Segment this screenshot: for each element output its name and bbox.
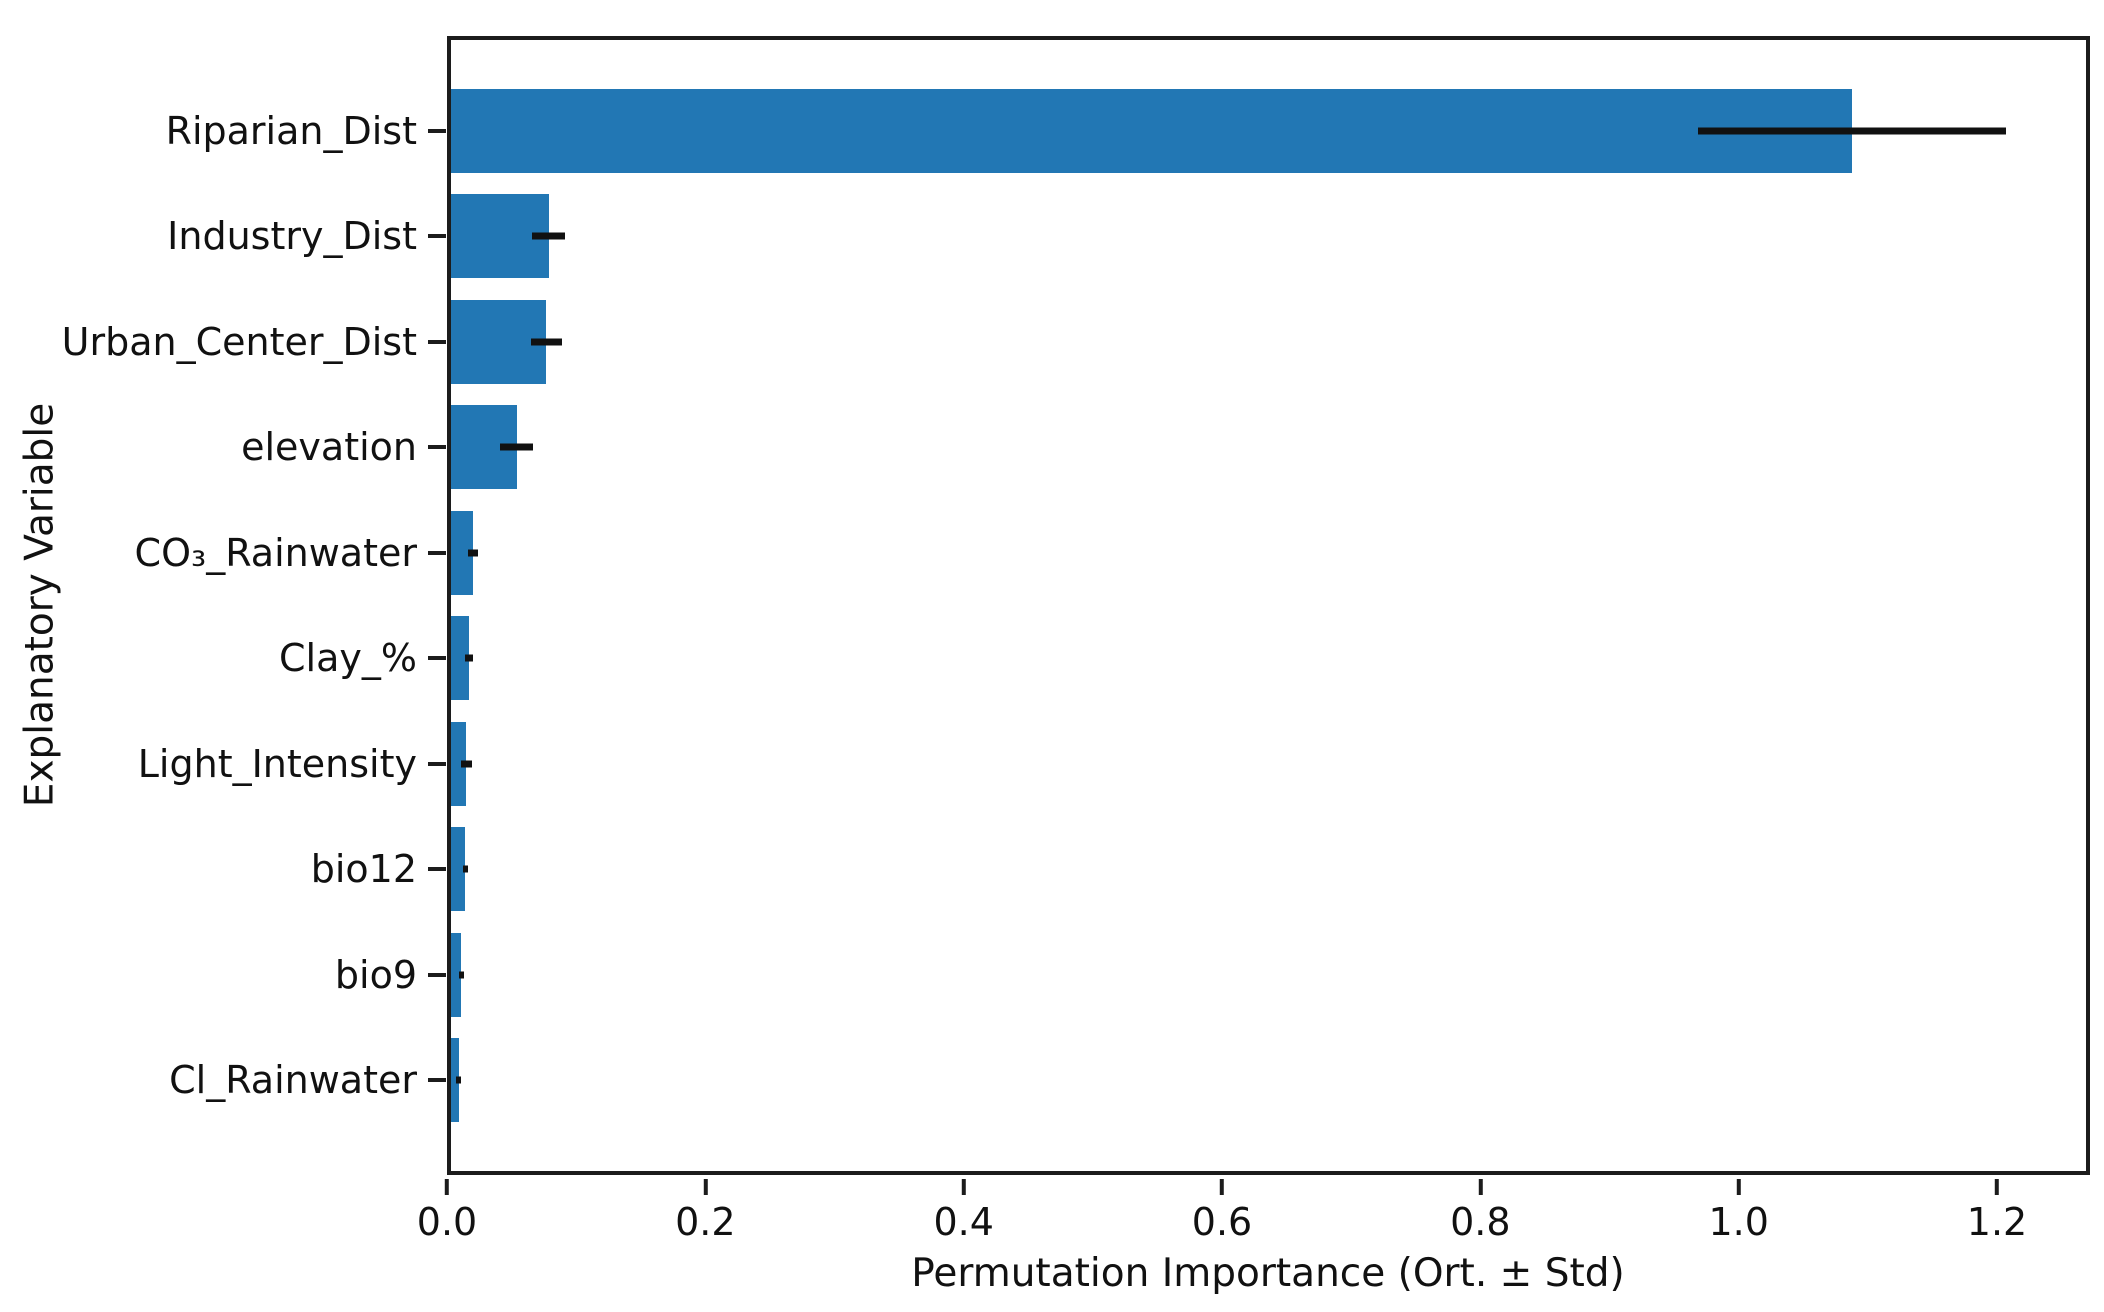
x-tick-label: 0.8 bbox=[1450, 1200, 1511, 1244]
x-tick-label: 0.4 bbox=[933, 1200, 994, 1244]
bar-row: Cl_Rainwater bbox=[169, 1028, 2086, 1134]
error-bar bbox=[461, 760, 472, 768]
x-tick-mark bbox=[703, 1179, 708, 1195]
category-label: elevation bbox=[241, 425, 417, 470]
x-axis: 0.0 0.2 0.4 0.6 0.8 1.0 1.2 bbox=[417, 1179, 2090, 1269]
bar bbox=[451, 1038, 459, 1123]
x-tick: 0.0 bbox=[417, 1179, 477, 1241]
x-axis-title: Permutation Importance (Ort. ± Std) bbox=[911, 1251, 1625, 1296]
error-bar bbox=[467, 549, 478, 557]
bar-row: bio9 bbox=[335, 922, 2086, 1028]
bar bbox=[451, 827, 466, 912]
category-label: Clay_% bbox=[279, 636, 417, 681]
y-tick bbox=[428, 761, 446, 766]
error-bar bbox=[458, 971, 464, 979]
y-tick bbox=[428, 972, 446, 977]
category-label: Riparian_Dist bbox=[165, 108, 417, 153]
bar-row: Light_Intensity bbox=[138, 711, 2086, 817]
bar-row: bio12 bbox=[311, 817, 2086, 923]
bar-row: Clay_% bbox=[279, 606, 2086, 712]
y-tick bbox=[428, 234, 446, 239]
y-tick bbox=[428, 445, 446, 450]
error-bar bbox=[462, 865, 468, 873]
bar bbox=[451, 510, 473, 595]
x-tick-label: 0.2 bbox=[675, 1200, 736, 1244]
bar bbox=[451, 932, 462, 1017]
bar-row: elevation bbox=[241, 395, 2086, 501]
x-tick: 1.0 bbox=[1708, 1179, 1769, 1244]
error-bar bbox=[530, 338, 562, 346]
x-tick: 0.2 bbox=[675, 1179, 736, 1244]
bar-rows: Riparian_Dist Industry_Dist Urban_Center_D… bbox=[62, 78, 2086, 1134]
bar bbox=[451, 88, 1853, 173]
bar bbox=[451, 299, 547, 384]
error-bar bbox=[1697, 127, 2007, 135]
y-tick bbox=[428, 128, 446, 133]
category-label: bio12 bbox=[310, 847, 417, 892]
error-bar bbox=[531, 232, 566, 240]
category-label: CO₃_Rainwater bbox=[134, 530, 417, 575]
y-tick bbox=[428, 550, 446, 555]
bar-row: CO₃_Rainwater bbox=[135, 500, 2086, 606]
y-axis-title: Explanatory Variable bbox=[17, 402, 63, 808]
bar-row: Industry_Dist bbox=[167, 184, 2086, 290]
plot-area: Riparian_Dist Industry_Dist Urban_Center_D… bbox=[62, 36, 2090, 1175]
y-tick bbox=[428, 656, 446, 661]
bar-row: Urban_Center_Dist bbox=[62, 289, 2086, 395]
x-tick: 1.2 bbox=[1967, 1179, 2027, 1241]
category-label: bio9 bbox=[334, 952, 417, 997]
y-tick bbox=[428, 1078, 446, 1083]
y-tick bbox=[428, 867, 446, 872]
x-tick-mark bbox=[445, 1179, 449, 1195]
x-tick-label: 1.2 bbox=[1966, 1200, 2028, 1244]
x-tick-mark bbox=[1478, 1179, 1483, 1195]
category-label: Industry_Dist bbox=[167, 214, 417, 259]
x-tick-mark bbox=[961, 1179, 966, 1195]
category-label: Urban_Center_Dist bbox=[61, 319, 417, 364]
category-label: Cl_Rainwater bbox=[169, 1058, 417, 1103]
x-tick-mark bbox=[1995, 1179, 1999, 1195]
bar bbox=[451, 721, 467, 806]
x-tick-label: 0.0 bbox=[416, 1200, 478, 1244]
x-tick: 0.8 bbox=[1450, 1179, 1511, 1244]
category-label: Light_Intensity bbox=[137, 741, 417, 786]
error-bar bbox=[465, 654, 473, 662]
x-tick-mark bbox=[1736, 1179, 1741, 1195]
bar bbox=[451, 616, 469, 701]
bar-row: Riparian_Dist bbox=[166, 78, 2086, 184]
x-tick: 0.6 bbox=[1192, 1179, 1252, 1241]
error-bar bbox=[456, 1076, 462, 1084]
x-tick: 0.4 bbox=[933, 1179, 994, 1244]
y-tick bbox=[428, 339, 446, 344]
x-tick-label: 1.0 bbox=[1708, 1200, 1769, 1244]
x-tick-label: 0.6 bbox=[1191, 1200, 1253, 1244]
x-tick-mark bbox=[1220, 1179, 1224, 1195]
error-bar bbox=[499, 443, 534, 451]
